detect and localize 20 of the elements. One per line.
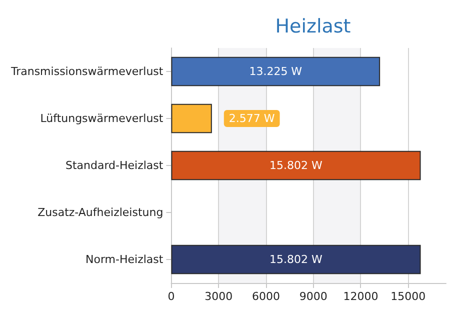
- x-tick-label: 12000: [343, 290, 378, 303]
- x-tick-label: 6000: [252, 290, 280, 303]
- bar: [171, 56, 380, 86]
- y-tick-label: Transmissionswärmeverlust: [10, 65, 164, 78]
- data-label: 13.225 W: [249, 65, 302, 78]
- y-tick-label: Norm-Heizlast: [86, 253, 164, 266]
- bar: [171, 244, 421, 274]
- data-label: 15.802 W: [270, 159, 323, 172]
- y-tick-label: Zusatz-Aufheizleistung: [38, 206, 164, 219]
- x-tick-label: 0: [168, 290, 175, 303]
- y-tick-label: Standard-Heizlast: [65, 159, 164, 172]
- data-label: 2.577 W: [228, 112, 275, 125]
- data-label: 15.802 W: [270, 253, 323, 266]
- bar: [171, 150, 421, 180]
- x-tick-label: 9000: [299, 290, 328, 303]
- chart-title: Heizlast: [275, 16, 351, 38]
- x-tick-label: 3000: [204, 290, 233, 303]
- bar: [171, 104, 212, 134]
- x-tick-label: 15000: [390, 290, 426, 303]
- y-tick-label: Lüftungswärmeverlust: [40, 112, 164, 125]
